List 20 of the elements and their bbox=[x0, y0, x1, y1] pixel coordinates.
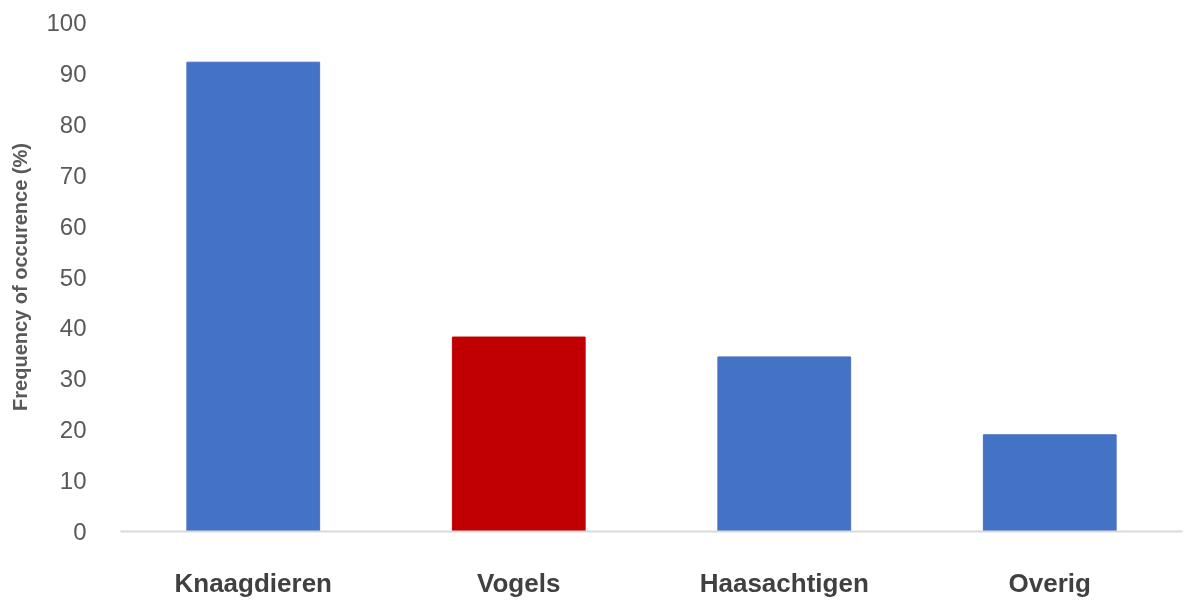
y-tick-label: 20 bbox=[59, 416, 87, 444]
y-tick-label: 50 bbox=[59, 263, 87, 291]
y-tick-label: 0 bbox=[73, 518, 87, 545]
y-tick-label: 40 bbox=[59, 314, 87, 342]
bar bbox=[186, 61, 321, 532]
x-tick-label: Vogels bbox=[477, 567, 561, 598]
x-tick-label: Haasachtigen bbox=[699, 567, 869, 598]
y-tick-label: 30 bbox=[59, 365, 87, 393]
x-tick-label: Knaagdieren bbox=[174, 567, 333, 598]
y-tick-label: 80 bbox=[59, 110, 87, 138]
bar bbox=[451, 336, 586, 532]
bar bbox=[982, 434, 1117, 532]
y-tick-label: 90 bbox=[59, 59, 87, 87]
y-tick-label: 70 bbox=[59, 161, 87, 189]
y-tick-label: 100 bbox=[46, 9, 87, 36]
y-tick-label: 10 bbox=[59, 467, 87, 495]
bar bbox=[717, 356, 852, 532]
x-tick-label: Overig bbox=[1008, 567, 1091, 598]
y-tick-label: 60 bbox=[59, 212, 87, 240]
y-axis-title: Frequency of occurence (%) bbox=[9, 143, 32, 411]
